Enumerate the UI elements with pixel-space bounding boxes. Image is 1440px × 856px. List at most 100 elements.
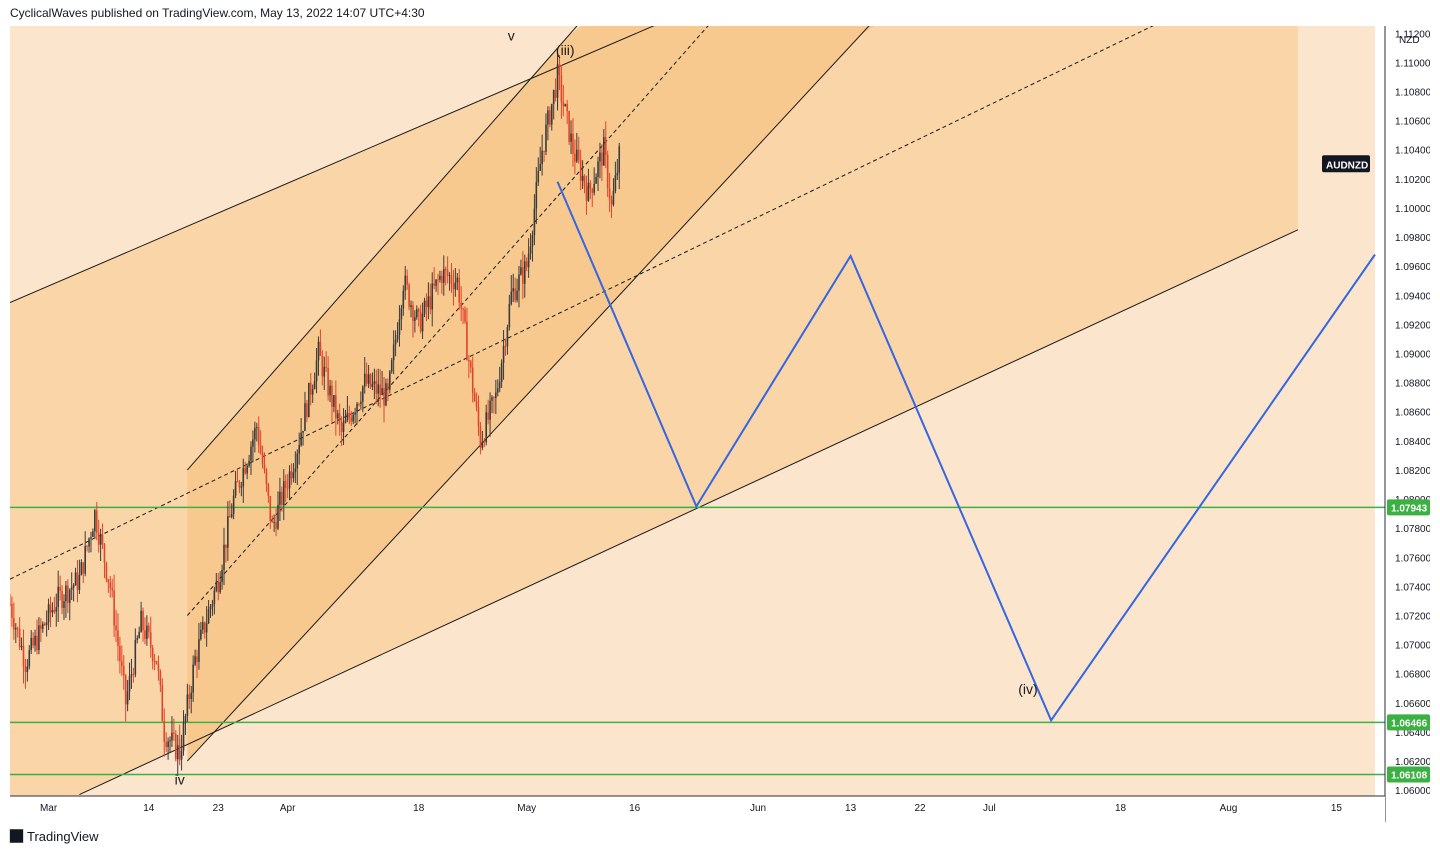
- candle-body: [489, 400, 491, 420]
- candle-body: [483, 441, 486, 443]
- candle-body: [444, 268, 447, 271]
- candle-body: [207, 609, 210, 624]
- candle-body: [149, 632, 152, 648]
- candle-body: [475, 401, 478, 408]
- candle-body: [144, 630, 146, 639]
- candle-body: [103, 544, 106, 563]
- candle-body: [469, 361, 472, 368]
- candle-body: [43, 623, 46, 626]
- level-price-label: 1.07943: [1391, 503, 1428, 514]
- price-tick-label: 1.08800: [1395, 379, 1430, 390]
- candle-body: [510, 291, 513, 304]
- candle-body: [115, 625, 117, 631]
- candle-body: [263, 464, 266, 470]
- level-price-badge: [1387, 766, 1430, 783]
- candle-body: [487, 412, 489, 420]
- candle-body: [111, 587, 113, 591]
- candle-body: [560, 75, 563, 102]
- candle-body: [236, 481, 239, 483]
- candle-body: [317, 341, 320, 361]
- candle-body: [308, 382, 310, 418]
- candle-body: [34, 635, 36, 646]
- candle-body: [95, 510, 98, 533]
- candle-body: [163, 721, 166, 742]
- candle-body: [225, 544, 227, 548]
- candle-body: [520, 267, 522, 275]
- candle-body: [533, 208, 536, 236]
- candle-body: [574, 153, 576, 162]
- candle-body: [159, 671, 162, 686]
- candle-body: [190, 692, 193, 699]
- candle-body: [200, 629, 202, 640]
- candle-body: [423, 300, 426, 314]
- candle-body: [599, 152, 601, 162]
- candle-body: [97, 532, 100, 545]
- candle-body: [383, 388, 385, 406]
- price-tick-label: 1.07200: [1395, 612, 1430, 623]
- candle-body: [203, 622, 206, 633]
- candle-body: [514, 288, 516, 301]
- candle-body: [126, 691, 129, 705]
- candle-body: [354, 412, 356, 415]
- candle-body: [140, 610, 142, 633]
- candle-body: [369, 374, 372, 387]
- price-chart[interactable]: v (iii) (iv) iv 1.06000 1.06200 1.06400 1.0660…: [9, 3, 1432, 822]
- candle-body: [257, 427, 260, 446]
- candle-body: [458, 277, 461, 303]
- candle-body: [431, 283, 434, 310]
- candle-body: [302, 431, 304, 433]
- candle-body: [232, 495, 235, 515]
- price-tick-label: 1.10600: [1395, 117, 1430, 128]
- candle-body: [161, 685, 164, 722]
- footer-brand[interactable]: TradingView: [27, 828, 99, 844]
- candle-body: [336, 413, 339, 419]
- wave-label: (iv): [1018, 681, 1037, 697]
- candle-body: [539, 164, 541, 171]
- candle-body: [554, 89, 557, 98]
- candle-body: [344, 420, 347, 423]
- price-tick-label: 1.06200: [1395, 757, 1430, 768]
- candle-body: [606, 154, 609, 189]
- candle-body: [151, 647, 154, 661]
- candle-body: [572, 133, 574, 154]
- candle-body: [265, 469, 268, 484]
- candle-body: [134, 639, 137, 675]
- candle-body: [250, 446, 252, 461]
- candle-body: [335, 395, 337, 419]
- time-tick-label: 14: [143, 803, 155, 814]
- candle-body: [169, 740, 171, 742]
- tradingview-logo-icon: ⬛︎: [10, 828, 23, 843]
- candle-body: [240, 486, 243, 488]
- candle-body: [473, 392, 476, 402]
- wave-label: v: [508, 28, 515, 44]
- candle-body: [138, 632, 140, 639]
- candle-body: [531, 235, 534, 247]
- candle-body: [53, 609, 56, 612]
- candle-body: [130, 674, 133, 677]
- candle-body: [535, 181, 538, 209]
- candle-body: [286, 487, 289, 489]
- candle-body: [545, 124, 547, 152]
- candle-body: [86, 545, 88, 547]
- price-tick-label: 1.10400: [1395, 146, 1430, 157]
- symbol-badge: [1322, 155, 1370, 173]
- candle-body: [468, 360, 470, 362]
- candle-body: [298, 445, 300, 454]
- candle-body: [529, 246, 532, 254]
- candle-body: [38, 625, 40, 651]
- candle-body: [417, 309, 420, 313]
- candle-body: [121, 661, 123, 667]
- candle-body: [446, 270, 449, 277]
- candle-body: [471, 367, 474, 393]
- candle-body: [281, 491, 283, 505]
- chart-frame[interactable]: v (iii) (iv) iv 1.06000 1.06200 1.06400 1.0660…: [9, 3, 1432, 822]
- candle-body: [381, 388, 383, 396]
- candle-body: [348, 413, 351, 418]
- candle-body: [294, 468, 297, 473]
- candle-body: [570, 133, 572, 142]
- candle-body: [313, 381, 316, 389]
- candle-body: [292, 472, 295, 479]
- candle-body: [591, 188, 594, 193]
- candle-body: [500, 362, 503, 383]
- price-tick-label: 1.10000: [1395, 204, 1430, 215]
